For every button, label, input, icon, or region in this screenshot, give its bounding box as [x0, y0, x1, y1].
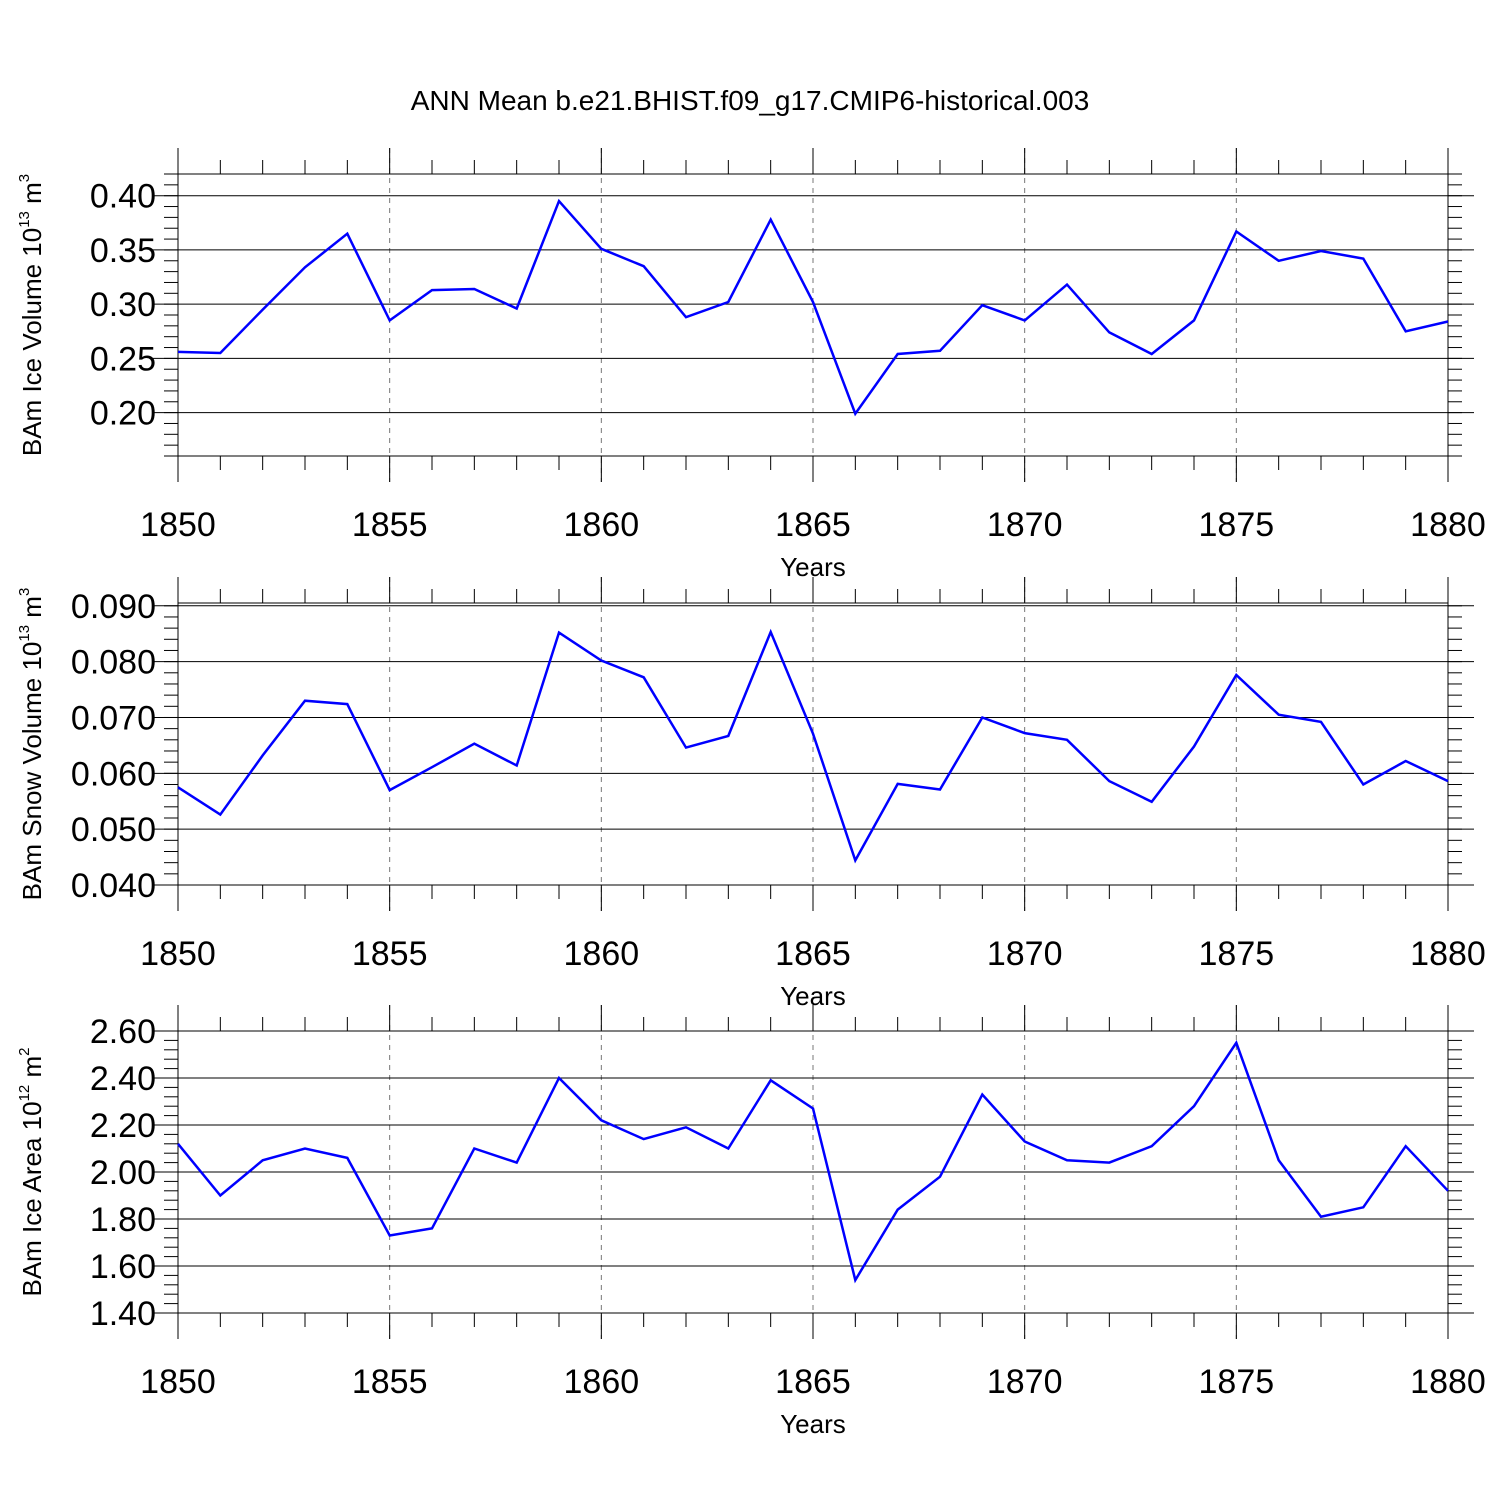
- y-tick-label: 0.060: [71, 755, 156, 793]
- y-tick-label: 1.60: [90, 1248, 156, 1286]
- x-tick-label: 1880: [1410, 935, 1486, 973]
- x-tick-label: 1860: [564, 935, 640, 973]
- x-tick-label: 1875: [1199, 935, 1275, 973]
- x-tick-label: 1865: [775, 935, 851, 973]
- x-tick-label: 1850: [140, 506, 216, 544]
- x-tick-label: 1875: [1199, 1363, 1275, 1401]
- y-axis-label-unit-exponent: 3: [16, 588, 33, 596]
- x-tick-label: 1860: [564, 506, 640, 544]
- x-axis-label: Years: [780, 1409, 846, 1439]
- y-axis-label-exponent: 12: [16, 1085, 33, 1102]
- x-tick-label: 1855: [352, 506, 428, 544]
- data-series-line: [177, 628, 1449, 864]
- y-axis-label: BAm Snow Volume 1013 m3: [16, 588, 47, 901]
- chart-panels: 0.20 0.25 0.30 0.35 0.40 1850 1855 1860 1865 1870…: [16, 148, 1486, 1439]
- y-tick-label: 0.040: [71, 867, 156, 905]
- x-tick-label: 1865: [775, 506, 851, 544]
- y-tick-label: 0.080: [71, 644, 156, 682]
- figure-title: ANN Mean b.e21.BHIST.f09_g17.CMIP6-histo…: [411, 85, 1090, 116]
- y-axis-label-unit: m: [17, 182, 47, 211]
- data-series-line: [177, 198, 1449, 417]
- x-tick-label: 1855: [352, 1363, 428, 1401]
- chart-panel-1: 0.20 0.25 0.30 0.35 0.40 1850 1855 1860 1865 1870…: [16, 148, 1486, 582]
- chart-panel-2: 0.040 0.050 0.060 0.070 0.080 0.090 1850 1855 18…: [16, 577, 1486, 1011]
- x-tick-label: 1880: [1410, 506, 1486, 544]
- y-tick-label: 0.090: [71, 588, 156, 626]
- y-tick-label: 0.050: [71, 811, 156, 849]
- x-tick-label: 1870: [987, 1363, 1063, 1401]
- x-tick-label: 1880: [1410, 1363, 1486, 1401]
- y-axis-label-unit: m: [17, 596, 47, 625]
- y-tick-label: 2.60: [90, 1013, 156, 1051]
- y-axis-label-unit-exponent: 3: [16, 174, 33, 182]
- y-axis-label: BAm Ice Area 1012 m2: [16, 1047, 47, 1296]
- x-tick-label: 1860: [564, 1363, 640, 1401]
- y-axis-label-exponent: 13: [16, 211, 33, 228]
- y-axis-label-text: BAm Ice Volume 10: [17, 228, 47, 456]
- y-tick-label: 0.35: [90, 232, 156, 270]
- x-tick-label: 1865: [775, 1363, 851, 1401]
- y-tick-label: 0.20: [90, 395, 156, 433]
- y-axis-label-text: BAm Ice Area 10: [17, 1101, 47, 1296]
- y-tick-label: 2.40: [90, 1060, 156, 1098]
- y-tick-label: 2.20: [90, 1107, 156, 1145]
- y-tick-label: 1.40: [90, 1295, 156, 1333]
- x-tick-label: 1870: [987, 506, 1063, 544]
- y-axis-label-unit-exponent: 2: [16, 1047, 33, 1055]
- y-axis-label-exponent: 13: [16, 625, 33, 642]
- x-tick-label: 1875: [1199, 506, 1275, 544]
- y-axis-label-text: BAm Snow Volume 10: [17, 642, 47, 901]
- y-tick-label: 0.30: [90, 286, 156, 324]
- y-tick-label: 2.00: [90, 1154, 156, 1192]
- y-axis-label: BAm Ice Volume 1013 m3: [16, 174, 47, 456]
- y-tick-label: 0.070: [71, 699, 156, 737]
- x-tick-label: 1870: [987, 935, 1063, 973]
- x-tick-label: 1850: [140, 935, 216, 973]
- data-series-line: [177, 1040, 1449, 1284]
- y-tick-label: 0.40: [90, 178, 156, 216]
- y-tick-label: 0.25: [90, 340, 156, 378]
- chart-panel-3: 1.40 1.60 1.80 2.00 2.20 2.40 2.60 1850 1855 1860…: [16, 1005, 1486, 1439]
- y-tick-label: 1.80: [90, 1201, 156, 1239]
- x-tick-label: 1850: [140, 1363, 216, 1401]
- x-tick-label: 1855: [352, 935, 428, 973]
- y-axis-label-unit: m: [17, 1056, 47, 1085]
